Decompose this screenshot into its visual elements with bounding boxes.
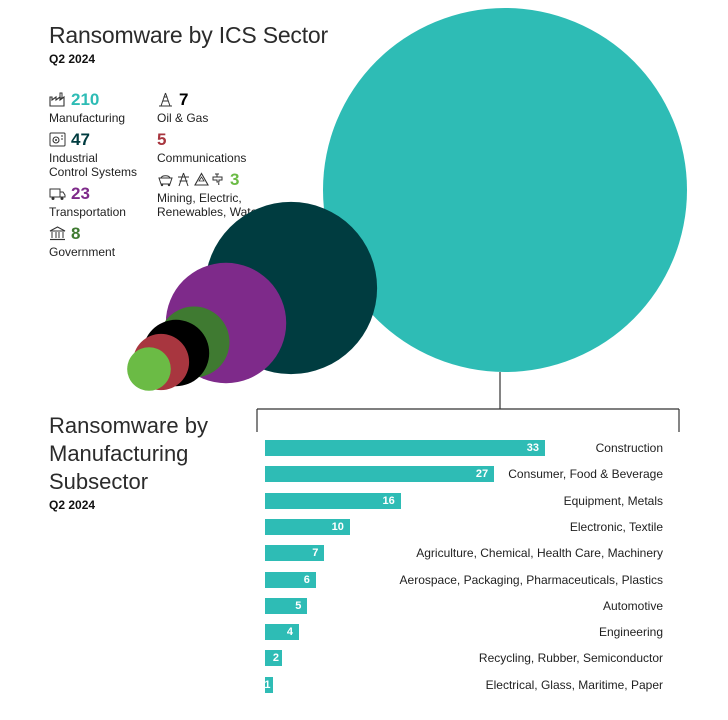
bar-value-label: 2 bbox=[272, 652, 279, 665]
subsector-title: Ransomware by Manufacturing Subsector bbox=[49, 413, 208, 494]
bar-category-label: Automotive bbox=[602, 598, 663, 613]
bar-8: 2 bbox=[265, 650, 282, 667]
legend-label: Manufacturing bbox=[49, 111, 126, 125]
subsector-period: Q2 2024 bbox=[49, 498, 96, 512]
bar-category-label: Construction bbox=[595, 441, 663, 455]
bar-value-label: 5 bbox=[295, 599, 302, 612]
legend-value: 3 bbox=[230, 170, 240, 189]
truck-icon bbox=[49, 185, 67, 203]
legend-value: 210 bbox=[71, 90, 100, 109]
legend-label: Communications bbox=[157, 151, 247, 165]
legend-government: 8 Government bbox=[49, 224, 115, 259]
bar-category-label: Equipment, Metals bbox=[563, 493, 663, 508]
control-gear-icon bbox=[49, 131, 67, 149]
bar-6: 5 bbox=[265, 597, 308, 614]
bar-2: 16 bbox=[265, 492, 401, 509]
legend-label: Oil & Gas bbox=[157, 111, 209, 125]
ics-sector-period: Q2 2024 bbox=[49, 52, 96, 66]
bar-value-label: 33 bbox=[526, 442, 539, 454]
bar-category-label: Agriculture, Chemical, Health Care, Mach… bbox=[416, 546, 663, 561]
bar-5: 6 bbox=[265, 571, 316, 588]
bar-category-label: Engineering bbox=[598, 625, 663, 640]
power-tower-icon bbox=[178, 173, 189, 187]
factory-icon bbox=[49, 91, 67, 109]
bar-value-label: 10 bbox=[331, 520, 344, 533]
legend-value: 47 bbox=[71, 130, 90, 149]
legend-value: 7 bbox=[179, 90, 189, 109]
oil-rig-icon bbox=[157, 91, 175, 109]
bubble-mining-electric bbox=[127, 347, 171, 391]
water-tap-icon bbox=[212, 173, 223, 186]
legend-ics: 47 Industrial Control Systems bbox=[49, 130, 137, 179]
bar-4: 7 bbox=[265, 545, 325, 562]
bubble-manufacturing bbox=[323, 8, 687, 372]
recycle-icon bbox=[194, 172, 209, 186]
bar-value-label: 6 bbox=[303, 573, 310, 586]
bar-category-label: Recycling, Rubber, Semiconductor bbox=[478, 651, 663, 666]
bar-value-label: 16 bbox=[382, 494, 395, 507]
bar-category-label: Aerospace, Packaging, Pharmaceuticals, P… bbox=[399, 572, 663, 587]
bar-value-label: 7 bbox=[312, 547, 319, 560]
bar-category-label: Electronic, Textile bbox=[569, 519, 663, 534]
bar-1: 27 bbox=[265, 466, 495, 483]
legend-value: 5 bbox=[157, 130, 167, 149]
legend-value: 23 bbox=[71, 184, 90, 203]
bar-9: 1 bbox=[264, 676, 274, 693]
ics-sector-title: Ransomware by ICS Sector bbox=[49, 22, 328, 48]
legend-label: Industrial Control Systems bbox=[49, 151, 138, 179]
bar-category-label: Consumer, Food & Beverage bbox=[508, 467, 663, 482]
bar-value-label: 27 bbox=[475, 468, 489, 481]
sector-bubble-chart bbox=[127, 8, 687, 391]
bar-value-label: 4 bbox=[286, 626, 293, 639]
legend-communications: 5 Communications bbox=[157, 130, 246, 165]
bar-value-label: 1 bbox=[264, 678, 271, 691]
bar-7: 4 bbox=[265, 624, 299, 641]
legend-value: 8 bbox=[71, 224, 81, 243]
legend-manufacturing: 210 Manufacturing bbox=[49, 90, 125, 125]
legend-label: Government bbox=[49, 245, 116, 259]
bar-3: 10 bbox=[265, 518, 350, 535]
mining-cart-icon bbox=[158, 175, 173, 187]
bar-0: 33 bbox=[265, 440, 545, 456]
legend-transportation: 23 Transportation bbox=[49, 184, 126, 219]
legend-oil-gas: 7 Oil & Gas bbox=[157, 90, 208, 125]
government-building-icon bbox=[49, 225, 67, 243]
bar-category-label: Electrical, Glass, Maritime, Paper bbox=[485, 677, 663, 692]
legend-label: Transportation bbox=[49, 205, 126, 219]
